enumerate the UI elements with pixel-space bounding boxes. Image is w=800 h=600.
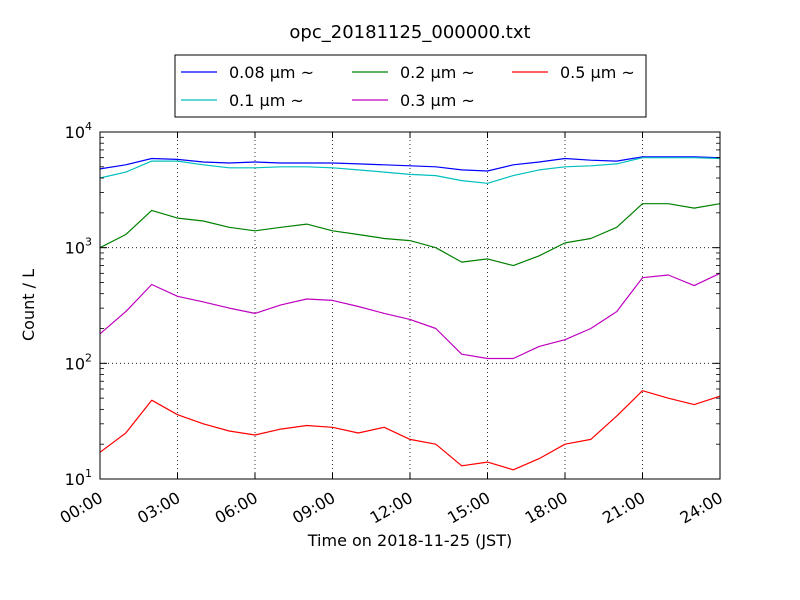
legend-label: 0.2 μm ~ xyxy=(400,63,475,82)
y-tick-label-exponent: 3 xyxy=(85,236,92,249)
y-tick-label: 102 xyxy=(65,351,92,373)
legend-label: 0.1 μm ~ xyxy=(229,91,304,110)
x-axis-label: Time on 2018-11-25 (JST) xyxy=(307,531,512,550)
legend: 0.08 μm ~ 0.1 μm ~ 0.2 μm ~ 0.3 μm ~ 0.5 μm … xyxy=(174,54,647,118)
series-line-2 xyxy=(99,203,721,267)
y-tick-label-base: 10 xyxy=(65,354,85,373)
y-tick-label-exponent: 1 xyxy=(85,467,92,480)
legend-label: 0.3 μm ~ xyxy=(400,91,475,110)
legend-label: 0.08 μm ~ xyxy=(229,63,314,82)
legend-label: 0.5 μm ~ xyxy=(560,63,635,82)
data-series xyxy=(99,156,721,471)
y-tick-label-base: 10 xyxy=(65,123,85,142)
series-line-3 xyxy=(99,272,721,360)
series-line-1 xyxy=(99,157,721,184)
grid-lines xyxy=(100,132,720,479)
series-line-4 xyxy=(99,390,721,471)
axis-ticks xyxy=(99,131,721,480)
y-tick-label: 101 xyxy=(65,467,92,489)
legend-box xyxy=(174,54,647,118)
series-line-0 xyxy=(99,156,721,172)
y-tick-label-base: 10 xyxy=(65,470,85,489)
legend-entries: 0.08 μm ~ 0.1 μm ~ 0.2 μm ~ 0.3 μm ~ 0.5 μm … xyxy=(181,63,635,110)
y-tick-label-exponent: 2 xyxy=(85,351,92,364)
chart-title: opc_20181125_000000.txt xyxy=(289,22,530,43)
y-tick-label: 104 xyxy=(65,120,92,142)
y-axis-label: Count / L xyxy=(19,269,38,341)
y-tick-label-base: 10 xyxy=(65,239,85,258)
y-tick-label: 103 xyxy=(65,236,92,258)
y-tick-label-exponent: 4 xyxy=(85,120,92,133)
